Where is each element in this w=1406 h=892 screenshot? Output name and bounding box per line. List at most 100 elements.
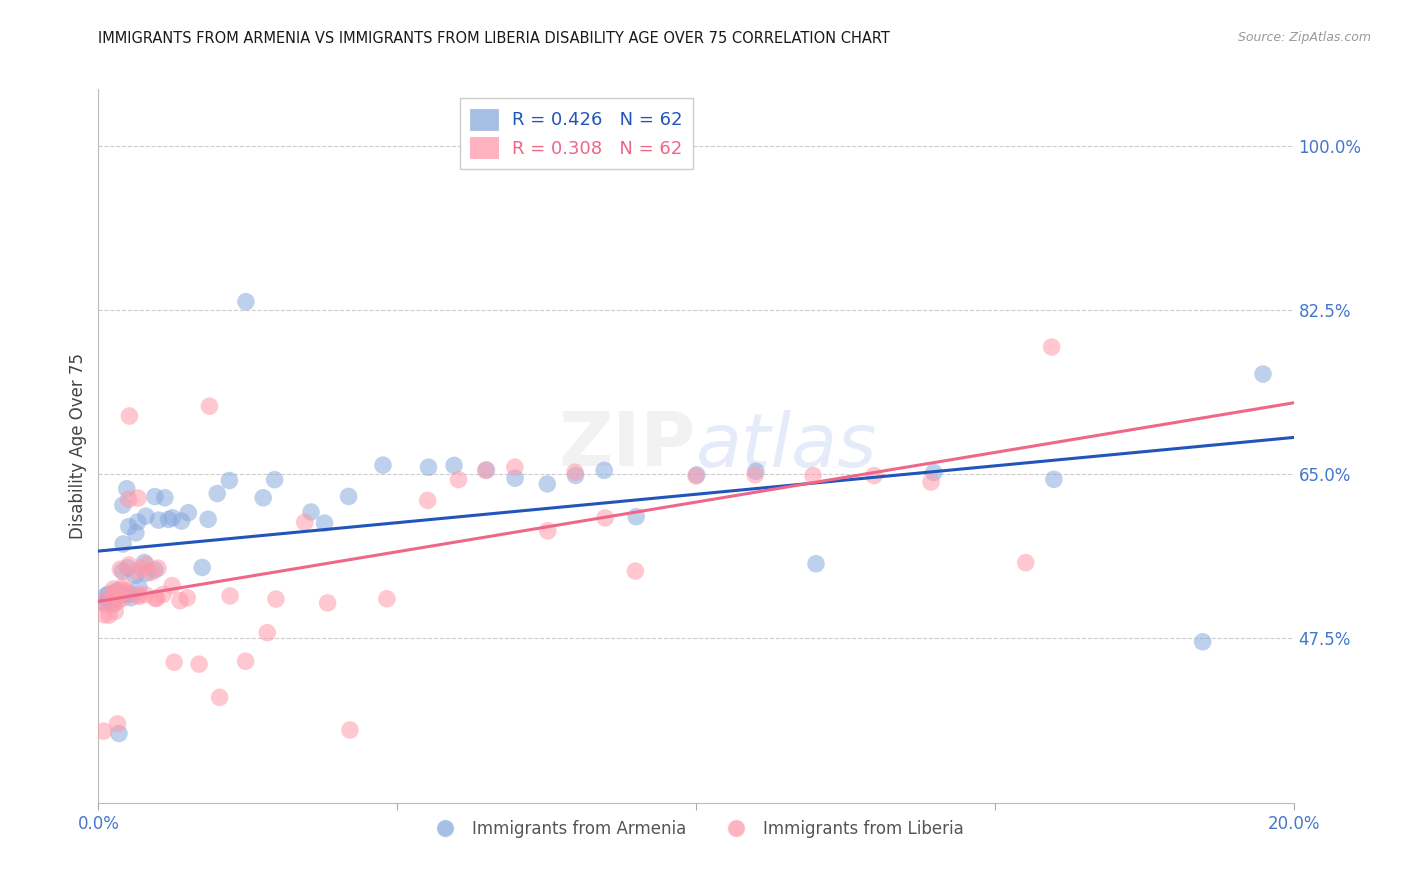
Point [118, 519, 141, 533]
Point [103, 597, 125, 611]
Point [94, 598, 117, 612]
Point [745, 464, 768, 478]
Point [108, 726, 131, 740]
Point [105, 589, 128, 603]
Point [169, 593, 191, 607]
Text: atlas: atlas [696, 410, 877, 482]
Point [447, 473, 470, 487]
Point [128, 580, 150, 594]
Point [145, 591, 167, 606]
Text: ZIP: ZIP [558, 409, 696, 483]
Point [103, 582, 125, 596]
Point [111, 582, 134, 597]
Point [314, 516, 336, 530]
Point [256, 625, 278, 640]
Point [198, 399, 221, 413]
Point [111, 564, 134, 578]
Point [235, 294, 257, 309]
Point [264, 592, 287, 607]
Point [117, 492, 139, 507]
Point [107, 716, 129, 731]
Point [118, 587, 141, 601]
Point [177, 506, 200, 520]
Point [112, 587, 135, 601]
Point [160, 579, 183, 593]
Point [263, 473, 285, 487]
Point [1043, 472, 1066, 486]
Point [152, 587, 174, 601]
Point [104, 604, 127, 618]
Point [134, 556, 156, 570]
Point [139, 566, 162, 580]
Point [110, 562, 132, 576]
Point [863, 468, 886, 483]
Point [207, 486, 229, 500]
Point [375, 591, 398, 606]
Point [105, 590, 128, 604]
Point [127, 491, 149, 505]
Point [219, 589, 242, 603]
Point [143, 591, 166, 606]
Legend: Immigrants from Armenia, Immigrants from Liberia: Immigrants from Armenia, Immigrants from… [422, 814, 970, 845]
Point [252, 491, 274, 505]
Point [503, 460, 526, 475]
Point [191, 560, 214, 574]
Point [111, 498, 134, 512]
Point [744, 467, 766, 482]
Point [475, 463, 498, 477]
Y-axis label: Disability Age Over 75: Disability Age Over 75 [69, 353, 87, 539]
Point [96, 593, 118, 607]
Point [235, 654, 257, 668]
Point [188, 657, 211, 672]
Point [537, 524, 560, 538]
Point [593, 511, 616, 525]
Point [920, 475, 942, 489]
Text: IMMIGRANTS FROM ARMENIA VS IMMIGRANTS FROM LIBERIA DISABILITY AGE OVER 75 CORREL: IMMIGRANTS FROM ARMENIA VS IMMIGRANTS FR… [98, 31, 890, 46]
Point [135, 566, 157, 580]
Point [1251, 367, 1274, 381]
Point [98, 608, 121, 623]
Point [100, 595, 122, 609]
Point [474, 463, 496, 477]
Point [125, 525, 148, 540]
Point [685, 469, 707, 483]
Point [163, 655, 186, 669]
Point [416, 493, 439, 508]
Point [593, 463, 616, 477]
Point [176, 591, 198, 605]
Point [104, 587, 127, 601]
Point [299, 505, 322, 519]
Point [686, 467, 709, 482]
Point [1040, 340, 1063, 354]
Point [112, 591, 135, 605]
Point [197, 512, 219, 526]
Point [131, 561, 153, 575]
Point [97, 587, 120, 601]
Point [105, 589, 128, 603]
Point [118, 409, 141, 423]
Point [157, 512, 180, 526]
Point [127, 515, 149, 529]
Point [128, 588, 150, 602]
Point [105, 595, 128, 609]
Point [624, 564, 647, 578]
Point [148, 513, 170, 527]
Point [112, 579, 135, 593]
Point [105, 586, 128, 600]
Point [443, 458, 465, 473]
Point [337, 490, 360, 504]
Point [170, 514, 193, 528]
Point [503, 471, 526, 485]
Point [128, 590, 150, 604]
Point [804, 557, 827, 571]
Point [93, 607, 115, 622]
Point [135, 558, 157, 572]
Point [801, 468, 824, 483]
Point [120, 591, 142, 605]
Point [101, 593, 124, 607]
Point [143, 563, 166, 577]
Point [146, 561, 169, 575]
Point [316, 596, 339, 610]
Point [536, 477, 558, 491]
Point [162, 510, 184, 524]
